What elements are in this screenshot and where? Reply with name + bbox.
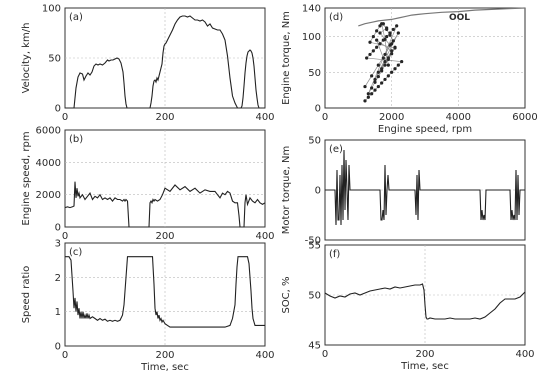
panel-label: (d) [329, 12, 343, 23]
y-axis-label: Engine torque, Nm [281, 11, 292, 105]
x-tick-label: 4000 [446, 112, 471, 123]
y-tick-label: 0 [315, 186, 321, 197]
x-tick-label: 2000 [379, 112, 404, 123]
x-axis-label: Engine speed, rpm [378, 124, 472, 135]
series-line [65, 256, 265, 328]
y-axis-label: Speed ratio [21, 266, 32, 324]
y-tick-label: 4000 [36, 158, 61, 169]
plot-frame [324, 7, 526, 109]
y-tick-label: 3 [55, 239, 61, 250]
y-tick-label: 0 [55, 342, 61, 353]
series-line [364, 22, 403, 102]
y-tick-label: 50 [308, 136, 321, 147]
panel-label: (f) [329, 249, 340, 260]
y-tick-label: 0 [55, 104, 61, 115]
series-line [324, 283, 526, 320]
x-tick-label: 200 [415, 349, 434, 360]
x-axis-label: Time, sec [140, 362, 189, 373]
y-axis-label: Velocity, km/h [21, 23, 32, 94]
chart-panel-5: 45 50 55 0 200 400 SOC, % Time, sec (f) [281, 241, 535, 373]
x-tick-label: 400 [515, 349, 534, 360]
y-tick-label: 6000 [36, 126, 61, 137]
y-tick-label: 2000 [36, 190, 61, 201]
x-tick-label: 6000 [512, 112, 537, 123]
series-line [64, 181, 266, 228]
annotation-label: OOL [449, 13, 470, 23]
chart-panel-4: -50 0 50 Motor torque, Nm (e) [281, 136, 526, 247]
x-tick-label: 0 [322, 349, 328, 360]
x-tick-label: 200 [155, 350, 174, 361]
y-tick-label: 140 [302, 4, 321, 15]
chart-panel-2: 0 1 2 3 0 200 400 Speed ratio Time, sec (c) [21, 239, 275, 374]
ool-line [358, 7, 526, 27]
y-axis-label: SOC, % [281, 276, 292, 313]
chart-panel-0: 0 50 100 0 200 400 Velocity, km/h (a) [21, 4, 275, 124]
y-tick-label: 0 [55, 223, 61, 234]
x-tick-label: 0 [62, 350, 68, 361]
x-axis-label: Time, sec [400, 361, 449, 372]
x-tick-label: 200 [155, 231, 174, 242]
y-tick-label: 50 [308, 291, 321, 302]
chart-panel-1: 0 2000 4000 6000 0 200 400 Engine speed, rpm (b) [21, 126, 275, 243]
y-tick-label: 55 [308, 241, 321, 252]
panel-label: (e) [329, 144, 343, 155]
y-tick-label: 50 [308, 68, 321, 79]
x-tick-label: 400 [255, 112, 274, 123]
y-tick-label: 1 [55, 307, 61, 318]
x-tick-label: 0 [322, 112, 328, 123]
panel-label: (a) [69, 12, 83, 23]
x-tick-label: 400 [255, 231, 274, 242]
panel-label: (b) [69, 134, 83, 145]
y-axis-label: Motor torque, Nm [281, 146, 292, 234]
data-point [386, 63, 390, 67]
y-axis-label: Engine speed, rpm [21, 131, 32, 225]
y-tick-label: -50 [305, 236, 321, 247]
x-tick-label: 0 [62, 231, 68, 242]
panel-label: (c) [69, 247, 82, 258]
x-tick-label: 0 [62, 112, 68, 123]
y-tick-label: 0 [315, 104, 321, 115]
y-tick-label: 100 [42, 4, 61, 15]
y-tick-label: 2 [55, 273, 61, 284]
x-tick-label: 200 [155, 112, 174, 123]
y-tick-label: 50 [48, 54, 61, 65]
x-tick-label: 400 [255, 350, 274, 361]
y-tick-label: 100 [302, 32, 321, 43]
y-tick-label: 45 [308, 341, 321, 352]
series-line [325, 149, 525, 226]
series-line [65, 15, 265, 109]
chart-panel-3: 0 50 100 140 0 2000 4000 6000 Engine torque, Nm E… [281, 4, 538, 136]
